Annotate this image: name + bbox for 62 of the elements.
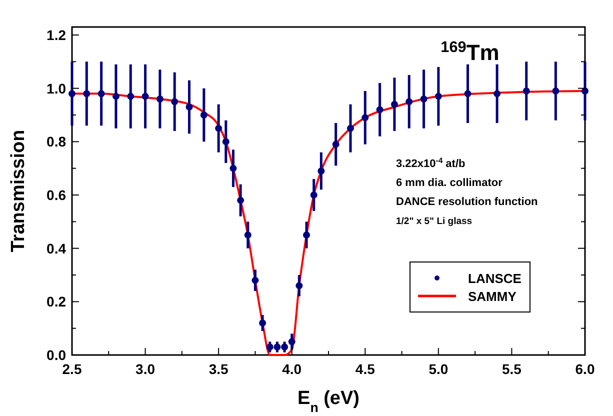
annotation: 3.22x10$^{-4}$ at/b [396,156,466,170]
annotation: 1/2" x 5" Li glass [396,216,472,227]
y-tick-label: 1.0 [46,80,66,96]
point [259,320,266,326]
point [186,104,193,110]
annotation: 6 mm dia. collimator [396,177,504,189]
point [83,90,90,98]
point [420,96,428,102]
y-tick-label: 0.8 [46,134,66,150]
point [215,124,222,132]
point [266,344,274,350]
point [112,92,120,100]
point [346,124,354,132]
point [156,96,164,102]
point [464,90,472,98]
point [494,90,501,98]
x-tick-label: 4.5 [355,361,376,377]
text: $^{169}$Tm [440,38,500,65]
legend-label: SAMMY [468,289,517,304]
point [98,90,105,98]
x-axis-title: E$_{n}$ (eV) [298,388,360,414]
y-axis-title: Transmission [8,130,29,252]
point [552,88,560,94]
point [390,100,398,108]
point [522,88,530,94]
y-tick-label: 0.2 [46,294,66,310]
annotation: DANCE resolution function [396,196,538,208]
point [237,196,244,204]
y-tick-label: 0.0 [46,347,66,363]
point [230,164,237,172]
x-tick-label: 3.0 [136,361,156,377]
x-tick-label: 4.0 [282,361,302,377]
point [222,138,230,146]
point [310,192,318,198]
x-tick-label: 5.5 [502,361,522,377]
point [318,168,325,174]
point [171,98,178,106]
point [274,344,281,350]
x-tick-label: 5.0 [428,361,448,377]
point [288,338,296,346]
point [142,92,149,100]
point [362,114,369,122]
point [68,90,76,98]
point [376,106,384,114]
y-tick-label: 0.4 [46,240,66,256]
y-tick-label: 0.6 [46,187,66,203]
legend-label: LANSCE [468,271,522,286]
point [127,92,134,100]
x-tick-label: 6.0 [575,361,595,377]
x-tick-label: 3.5 [208,361,229,377]
point [332,140,340,148]
point [406,98,413,106]
point [582,88,588,94]
x-tick-label: 2.5 [62,361,82,377]
y-tick-label: 1.2 [46,27,66,43]
point [303,232,310,238]
point [252,276,259,284]
point [244,232,252,238]
point [434,92,442,100]
point [281,344,288,350]
point [296,282,303,290]
point [200,112,208,118]
